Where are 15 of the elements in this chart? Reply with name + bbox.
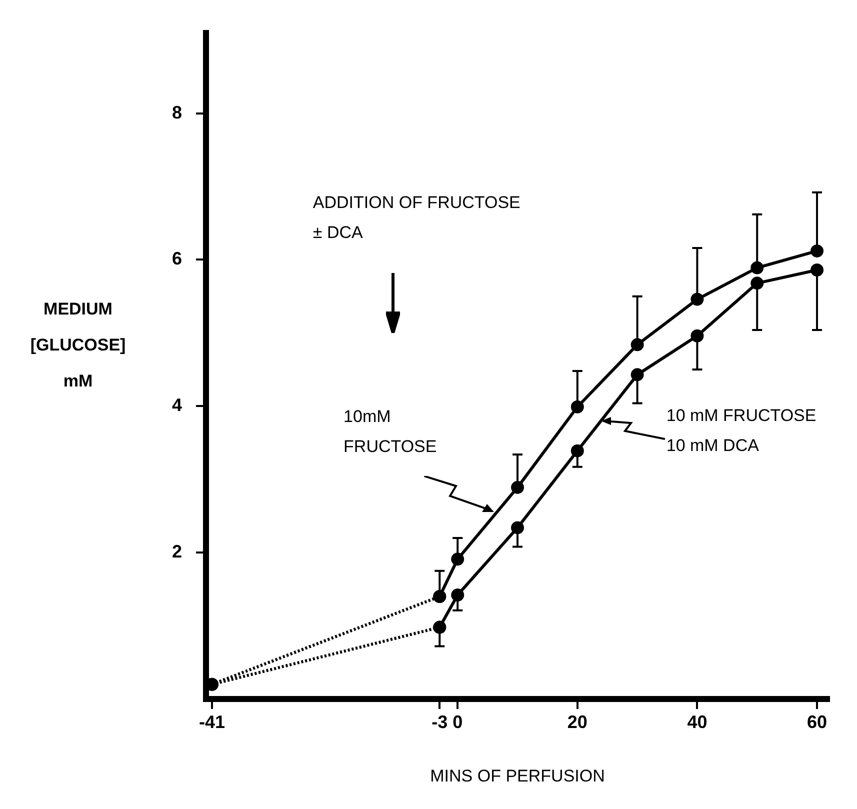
y-axis-title: MEDIUM [GLUCOSE] mM <box>30 300 126 391</box>
annotation: 10 mM FRUCTOSE 10 mM DCA <box>666 404 816 457</box>
x-tick-label: -41 <box>198 712 226 732</box>
x-tick-label: 0 <box>452 712 463 732</box>
x-tick-label: 60 <box>807 712 828 732</box>
x-axis-title: MINS OF PERFUSION <box>430 766 605 786</box>
x-tick-label: 20 <box>567 712 588 732</box>
y-tick-label: 6 <box>172 248 182 269</box>
x-tick-label: -3 <box>432 712 448 732</box>
y-tick-label: 4 <box>172 395 182 416</box>
y-tick-label: 2 <box>172 542 182 562</box>
annotation: 10mM FRUCTOSE <box>344 406 437 458</box>
y-tick-label: 8 <box>172 102 182 122</box>
annotation: ADDITION OF FRUCTOSE ± DCA <box>312 192 520 244</box>
x-tick-label: 40 <box>687 712 708 732</box>
